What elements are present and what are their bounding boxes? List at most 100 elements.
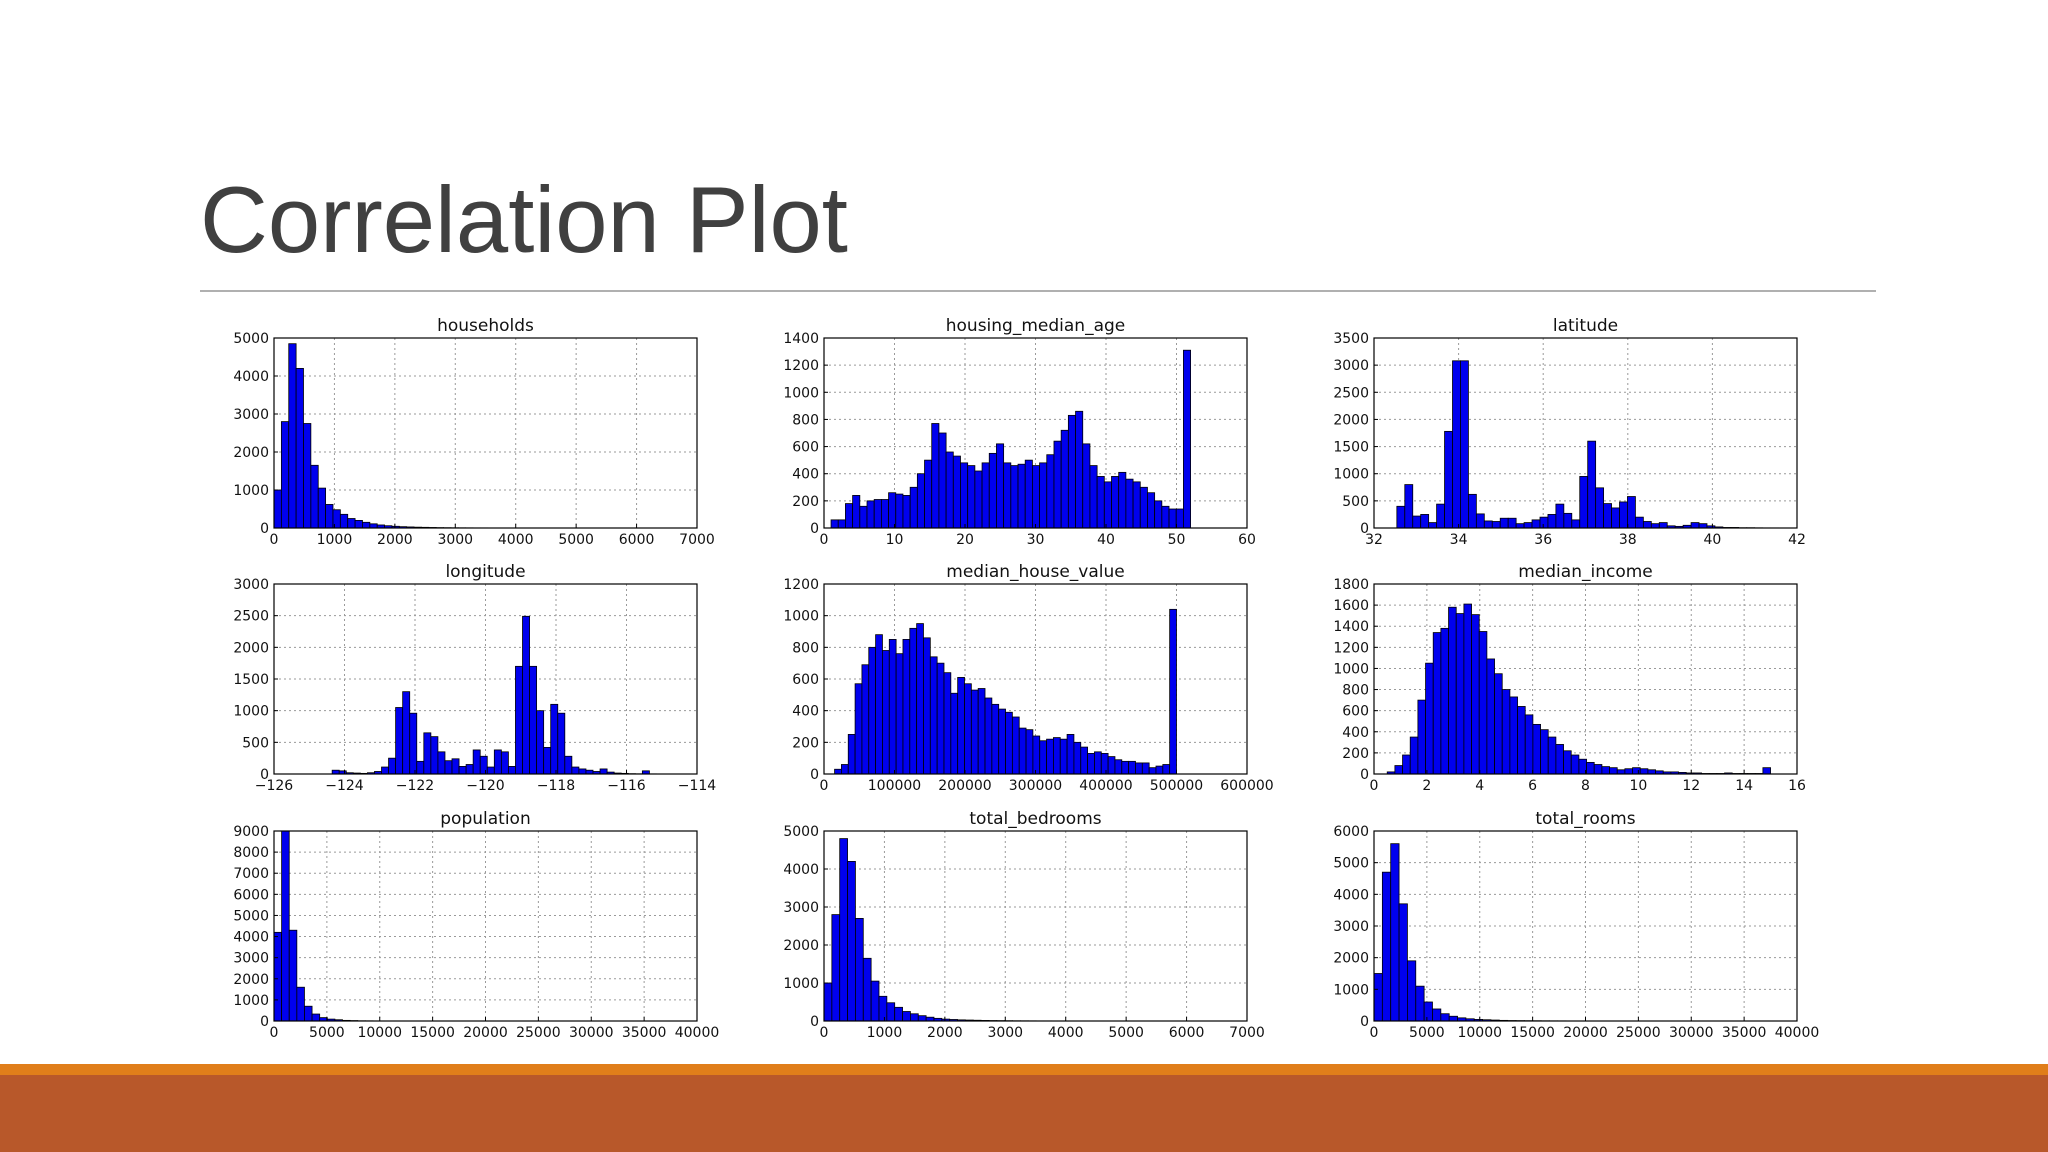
histogram-bar — [957, 677, 965, 775]
histogram-bar — [834, 768, 842, 775]
histogram-bar — [1005, 711, 1013, 775]
x-tick-label: 3000 — [987, 1025, 1023, 1041]
histogram-bar — [362, 521, 371, 529]
histogram-bar — [1161, 505, 1170, 529]
y-tick-label: 2000 — [233, 445, 269, 461]
histogram-bar — [1563, 512, 1573, 529]
histogram-bar — [515, 665, 523, 775]
histogram-bar — [916, 473, 925, 529]
histogram-bar — [288, 929, 298, 1022]
histogram-bar — [1394, 765, 1403, 775]
x-tick-label: 4000 — [498, 532, 534, 548]
y-tick-label: 1200 — [783, 577, 819, 593]
x-tick-label: 200000 — [938, 778, 991, 794]
histogram-bar — [831, 914, 841, 1022]
histogram-bar — [1440, 1013, 1450, 1022]
histogram-bar — [1491, 521, 1501, 529]
histogram-bar — [1650, 523, 1660, 529]
x-tick-label: 10000 — [357, 1025, 402, 1041]
histogram-bar — [1455, 613, 1465, 775]
y-tick-label: 1400 — [783, 331, 819, 347]
histogram-bar — [888, 639, 897, 775]
histogram-median-house-value: 0 100000 200000 300000 400000 500000 600000 0 20… — [783, 562, 1273, 794]
y-tick-label: 6000 — [1333, 824, 1369, 840]
histogram-bar — [859, 505, 868, 529]
histogram-households: 0 1000 2000 3000 4000 5000 6000 7000 0 1000 2000 30… — [233, 316, 714, 548]
x-tick-label: 500000 — [1150, 778, 1203, 794]
histogram-bar — [1627, 496, 1636, 529]
y-tick-label: 1200 — [1333, 640, 1369, 656]
histogram-latitude: 32 34 36 38 40 42 0 500 1000 1500 2000 2500 3000 3500… — [1333, 316, 1806, 548]
y-tick-label: 1000 — [233, 993, 269, 1009]
histogram-bar — [1624, 768, 1633, 775]
histogram-bar — [996, 443, 1005, 529]
y-tick-label: 600 — [792, 672, 819, 688]
histogram-bar — [273, 931, 283, 1022]
histogram-bar — [1010, 465, 1019, 529]
histogram-bar — [1463, 603, 1472, 775]
histogram-bar — [1540, 729, 1549, 775]
histogram-bar — [1107, 756, 1116, 775]
x-tick-label: 6 — [1528, 778, 1537, 794]
histogram-bar — [1025, 729, 1034, 775]
histogram-bar — [1417, 699, 1426, 775]
y-tick-label: 7000 — [233, 866, 269, 882]
histogram-bar — [895, 653, 904, 775]
histogram-bar — [854, 683, 863, 775]
histogram-bar — [311, 1013, 321, 1022]
histogram-bar — [910, 1013, 919, 1022]
histogram-bar — [486, 766, 495, 775]
y-tick-label: 2000 — [1333, 412, 1369, 428]
y-tick-label: 4000 — [1333, 887, 1369, 903]
histogram-bar — [1432, 1008, 1442, 1022]
histogram-bar — [1563, 750, 1572, 775]
histogram-bar — [317, 487, 327, 529]
histogram-bar — [1082, 443, 1091, 529]
y-tick-label: 0 — [810, 767, 819, 783]
histogram-bar — [1096, 476, 1105, 529]
histogram-bar — [1532, 723, 1541, 775]
histogram-bar — [845, 503, 854, 529]
histogram-bar — [1135, 762, 1143, 775]
histogram-bar — [917, 1015, 927, 1022]
histogram-bar — [1032, 735, 1041, 775]
y-tick-label: 2000 — [783, 938, 819, 954]
y-tick-label: 1000 — [233, 704, 269, 720]
histogram-bar — [868, 646, 877, 775]
histogram-bar — [1452, 360, 1461, 529]
histogram-bar — [1396, 505, 1406, 529]
y-tick-label: 4000 — [783, 862, 819, 878]
histogram-population: 0 5000 10000 15000 20000 25000 30000 35000 40000… — [233, 809, 719, 1041]
histogram-bar — [1390, 843, 1400, 1022]
histogram-bar — [1031, 465, 1040, 529]
histogram-bar — [458, 766, 467, 775]
x-tick-label: 32 — [1365, 532, 1383, 548]
histogram-bar — [1407, 960, 1417, 1022]
x-tick-label: 30000 — [1669, 1025, 1714, 1041]
histogram-bar — [409, 712, 418, 775]
histogram-bar — [1402, 754, 1411, 775]
histogram-bar — [998, 708, 1006, 775]
y-tick-label: 3000 — [233, 577, 269, 593]
x-tick-label: 20000 — [463, 1025, 508, 1041]
histogram-bar — [1579, 476, 1589, 529]
histogram-bar — [325, 504, 334, 529]
histogram-bar — [395, 707, 404, 775]
x-tick-label: 20 — [956, 532, 974, 548]
y-tick-label: 3000 — [233, 951, 269, 967]
x-tick-label: 0 — [270, 1025, 279, 1041]
x-tick-label: 38 — [1619, 532, 1637, 548]
y-tick-label: 3000 — [783, 900, 819, 916]
histogram-bar — [862, 957, 872, 1022]
y-tick-label: 3500 — [1333, 331, 1369, 347]
histogram-title: total_rooms — [1535, 809, 1635, 829]
y-tick-label: 5000 — [1333, 856, 1369, 872]
histogram-bar — [1619, 501, 1628, 529]
histogram-bar — [960, 462, 969, 529]
histogram-bar — [923, 637, 931, 775]
y-tick-label: 400 — [792, 467, 819, 483]
histogram-bar — [1507, 517, 1517, 529]
histogram-bar — [1428, 522, 1438, 529]
x-tick-label: 42 — [1788, 532, 1806, 548]
